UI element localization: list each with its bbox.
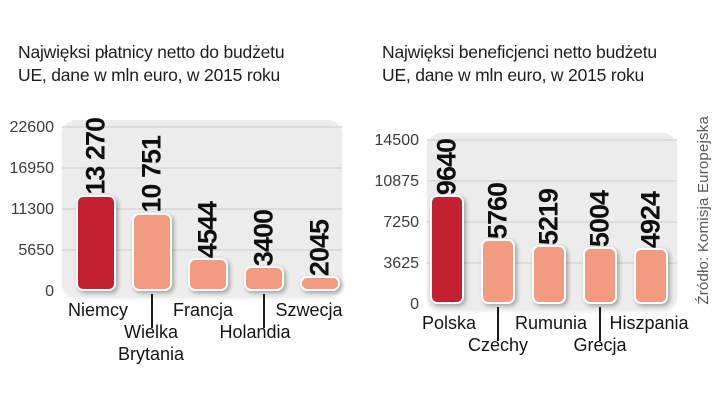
gridline: [427, 221, 677, 223]
bar-wielka-brytania: 10 751: [132, 136, 172, 291]
x-label-grecja: Grecja: [573, 335, 627, 355]
right-chart-title: Najwięksi beneficjenci netto budżetu UE,…: [382, 41, 720, 87]
gridline: [427, 139, 677, 141]
leader-line: [151, 294, 153, 328]
bar-hiszpania: 4924: [634, 192, 668, 304]
leader-line: [263, 294, 265, 328]
bar-szwecja: 2045: [300, 220, 340, 291]
left-chart-title: Najwięksi płatnicy netto do budżetu UE, …: [18, 41, 363, 87]
bar-czechy: 5760: [481, 183, 515, 304]
bar-holandia: 3400: [244, 210, 284, 291]
bar-francja: 4544: [188, 202, 228, 291]
bar-niemcy: 13 270: [76, 118, 116, 291]
bar-value-label: 4924: [635, 192, 666, 249]
leader-line: [599, 307, 601, 341]
plot-area: 13 270 10 751 4544 3400 2045: [62, 118, 342, 297]
y-tick-label: 10875: [374, 172, 420, 190]
x-label-francja: Francja: [172, 300, 234, 320]
x-label-szwecja: Szwecja: [275, 300, 343, 320]
x-label-holandia: Holandia: [219, 322, 291, 342]
left-chart-title-line2: UE, dane w mln euro, w 2015 roku: [18, 65, 281, 85]
bar-value-label: 9640: [431, 138, 462, 195]
bar-value-label: 3400: [248, 210, 279, 267]
left-chart-title-line1: Najwięksi płatnicy netto do budżetu: [18, 42, 285, 62]
bar-polska: 9640: [430, 139, 464, 304]
bar-value-label: 5219: [533, 188, 564, 245]
leader-line: [497, 307, 499, 341]
bar-grecja: 5004: [583, 191, 617, 304]
bar-value-label: 5760: [482, 182, 513, 239]
x-label-rumunia: Rumunia: [514, 313, 588, 333]
y-tick-label: 0: [410, 295, 419, 313]
x-label-niemcy: Niemcy: [67, 300, 129, 320]
y-tick-label: 0: [45, 282, 54, 300]
x-label-polska: Polska: [421, 313, 477, 333]
y-tick-label: 16950: [9, 159, 55, 177]
y-tick-label: 5650: [18, 241, 54, 259]
x-label-hiszpania: Hiszpania: [609, 313, 689, 333]
gridline: [62, 126, 342, 128]
y-tick-label: 14500: [374, 131, 420, 149]
gridline: [62, 249, 342, 251]
x-label-wielka-brytania: Wielka Brytania: [117, 322, 185, 364]
gridline: [427, 180, 677, 182]
plot-area: 9640 5760 5219 5004 4924: [427, 133, 677, 310]
bar-value-label: 2045: [304, 220, 335, 277]
y-tick-label: 11300: [10, 200, 54, 218]
bar-value-label: 4544: [192, 201, 223, 259]
gridline: [62, 167, 342, 169]
right-chart-title-line1: Najwięksi beneficjenci netto budżetu: [382, 42, 657, 62]
y-tick-label: 22600: [9, 118, 55, 136]
bar-rumunia: 5219: [532, 189, 566, 304]
source-note: Źródło: Komisja Europejska: [695, 116, 712, 305]
right-chart-title-line2: UE, dane w mln euro, w 2015 roku: [382, 65, 645, 85]
gridline: [62, 208, 342, 210]
bar-value-label: 5004: [584, 191, 615, 248]
bar-value-label: 13 270: [80, 118, 111, 195]
y-tick-label: 7250: [383, 213, 419, 231]
y-tick-label: 3625: [383, 254, 419, 272]
bar-value-label: 10 751: [136, 136, 167, 213]
x-label-czechy: Czechy: [467, 335, 529, 355]
